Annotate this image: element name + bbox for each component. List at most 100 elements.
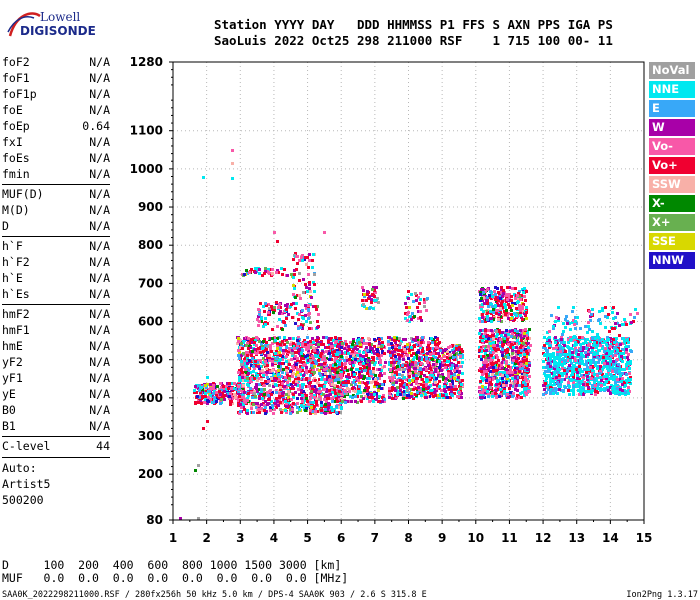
echo-point — [262, 361, 265, 364]
echo-point — [548, 346, 551, 349]
echo-point — [447, 372, 450, 375]
echo-point — [245, 365, 248, 368]
echo-point — [499, 315, 502, 318]
echo-point — [484, 329, 487, 332]
echo-point — [278, 380, 281, 383]
echo-point — [489, 310, 492, 313]
echo-point — [372, 367, 375, 370]
echo-point — [339, 359, 342, 362]
echo-point — [486, 296, 489, 299]
echo-point — [513, 369, 516, 372]
echo-point — [525, 366, 528, 369]
echo-point — [358, 338, 361, 341]
echo-point — [512, 346, 515, 349]
echo-point — [362, 377, 365, 380]
echo-point — [360, 341, 363, 344]
echo-point — [292, 381, 295, 384]
echo-point — [321, 384, 324, 387]
echo-point — [307, 304, 310, 307]
echo-point — [332, 396, 335, 399]
echo-point — [484, 386, 487, 389]
echo-point — [245, 269, 248, 272]
echo-point — [482, 394, 485, 397]
echo-point — [287, 313, 290, 316]
echo-point — [373, 289, 376, 292]
echo-point — [362, 391, 365, 394]
echo-point — [303, 378, 306, 381]
echo-point — [262, 391, 265, 394]
echo-point — [383, 380, 386, 383]
echo-point — [373, 352, 376, 355]
echo-point — [335, 351, 338, 354]
echo-point — [290, 341, 293, 344]
echo-point — [305, 369, 308, 372]
echo-point — [525, 362, 528, 365]
echo-point — [279, 310, 282, 313]
echo-point — [420, 319, 423, 322]
echo-point — [383, 365, 386, 368]
echo-point — [512, 385, 515, 388]
echo-point — [314, 360, 317, 363]
echo-point — [258, 313, 261, 316]
param-name: yE — [2, 387, 16, 401]
echo-point — [431, 374, 434, 377]
echo-point — [525, 311, 528, 314]
echo-point — [324, 346, 327, 349]
echo-point — [275, 370, 278, 373]
echo-point — [373, 393, 376, 396]
echo-point — [450, 367, 453, 370]
echo-point — [359, 343, 362, 346]
echo-point — [513, 331, 516, 334]
echo-point — [286, 341, 289, 344]
echo-point — [490, 377, 493, 380]
echo-point — [597, 361, 600, 364]
echo-point — [315, 401, 318, 404]
echo-point — [497, 366, 500, 369]
echo-point — [338, 363, 341, 366]
echo-point — [363, 295, 366, 298]
echo-point — [437, 394, 440, 397]
echo-point — [324, 395, 327, 398]
echo-point — [394, 389, 397, 392]
echo-point — [493, 344, 496, 347]
echo-point — [492, 308, 495, 311]
echo-point — [310, 406, 313, 409]
echo-point — [237, 354, 240, 357]
echo-point — [307, 401, 310, 404]
echo-point — [246, 379, 249, 382]
echo-point — [316, 326, 319, 329]
echo-point — [267, 402, 270, 405]
echo-point — [427, 386, 430, 389]
echo-point — [395, 381, 398, 384]
echo-point — [241, 396, 244, 399]
echo-point — [238, 376, 241, 379]
echo-point — [306, 361, 309, 364]
echo-point — [490, 362, 493, 365]
echo-point — [523, 387, 526, 390]
echo-point — [628, 390, 631, 393]
echo-point — [484, 389, 487, 392]
echo-point — [251, 350, 254, 353]
echo-point — [487, 345, 490, 348]
echo-point — [297, 374, 300, 377]
echo-point — [260, 409, 263, 412]
echo-point — [292, 402, 295, 405]
echo-point — [312, 357, 315, 360]
echo-point — [508, 305, 511, 308]
echo-point — [460, 396, 463, 399]
echo-point — [356, 401, 359, 404]
echo-point — [396, 366, 399, 369]
echo-point — [489, 342, 492, 345]
echo-point — [310, 327, 313, 330]
echo-point — [511, 287, 514, 290]
echo-point — [461, 356, 464, 359]
echo-point — [389, 379, 392, 382]
echo-point — [328, 380, 331, 383]
echo-point — [336, 337, 339, 340]
echo-point — [232, 387, 235, 390]
echo-point — [592, 361, 595, 364]
echo-point — [584, 390, 587, 393]
echo-point — [495, 296, 498, 299]
digisonde-logo: Lowell DIGISONDE — [6, 6, 96, 42]
